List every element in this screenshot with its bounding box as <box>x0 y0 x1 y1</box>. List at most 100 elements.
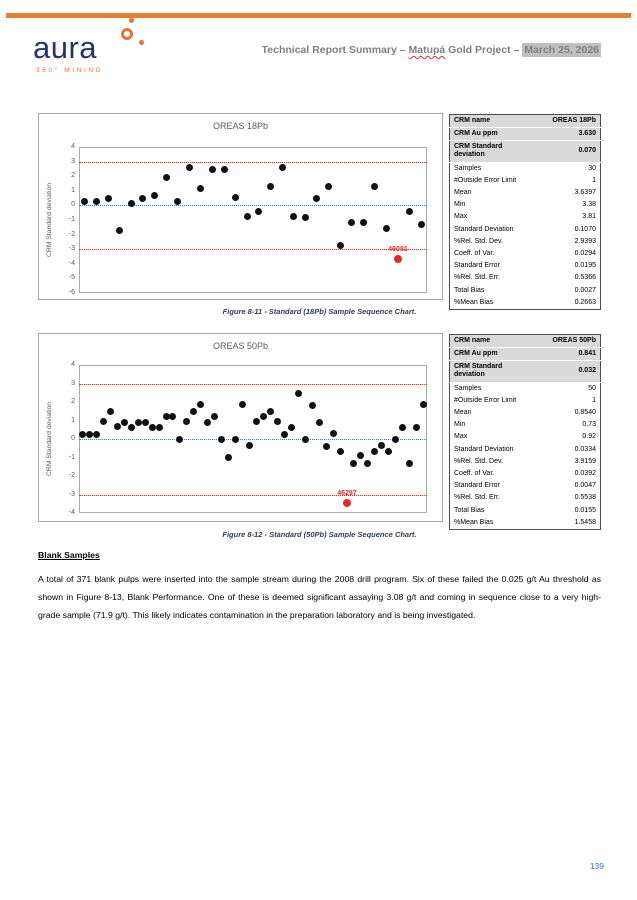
logo-tagline: 360° MINING <box>36 67 104 74</box>
stat-value: 0.0047 <box>574 482 596 490</box>
y-tick-label: 0 <box>71 201 75 209</box>
stat-value: 0.070 <box>525 140 601 163</box>
data-point <box>378 441 386 449</box>
stat-label: %Mean Bias <box>454 518 494 526</box>
data-point <box>162 413 170 421</box>
stat-label: Samples <box>454 384 482 392</box>
data-point <box>127 199 135 207</box>
stat-value: OREAS 18Pb <box>525 114 601 129</box>
stat-value: 0.0027 <box>574 286 596 294</box>
data-point <box>420 401 428 409</box>
data-point <box>204 418 212 426</box>
table-row: Standard Error 0.0195 <box>450 260 601 272</box>
body-paragraph: A total of 371 blank pulps were inserted… <box>38 574 601 620</box>
mean-control-line <box>79 439 427 440</box>
y-tick-label: 3 <box>71 379 75 387</box>
data-point <box>385 447 393 455</box>
data-point <box>92 430 100 438</box>
stat-label: %Rel. Std. Err. <box>454 274 500 282</box>
y-tick-label: -3 <box>68 490 75 498</box>
table-row: %Rel. Std. Err. 0.5538 <box>450 492 601 504</box>
stat-label: Standard Deviation <box>454 445 514 453</box>
data-point <box>287 424 295 432</box>
data-point <box>99 417 107 425</box>
data-point <box>417 220 425 228</box>
chart-title: OREAS 50Pb <box>212 341 269 351</box>
data-point <box>211 413 219 421</box>
y-tick-label: -2 <box>68 230 75 238</box>
data-point <box>413 424 421 432</box>
data-point <box>239 401 247 409</box>
data-point <box>278 163 286 171</box>
data-point <box>208 166 216 174</box>
table-row: Coeff. of Var. 0.0392 <box>450 468 601 480</box>
data-point <box>232 436 240 444</box>
y-tick-label: -1 <box>68 453 75 461</box>
stat-label: %Rel. Std. Err. <box>454 494 500 502</box>
table-row: Samples 50 <box>450 382 601 395</box>
table-row: Samples 30 <box>450 162 601 175</box>
stat-value: 0.5366 <box>574 274 596 282</box>
y-tick-label: 0 <box>71 435 75 442</box>
stat-label: Samples <box>454 164 482 172</box>
table-row: CRM Au ppm 0.841 <box>449 347 601 362</box>
table-row: Total Bias 0.0027 <box>450 284 601 296</box>
data-point <box>308 402 316 410</box>
stat-value: 50 <box>588 384 596 392</box>
figure-caption: Figure 8-12 - Standard (50Pb) Sample Seq… <box>222 530 417 539</box>
data-point <box>174 197 182 205</box>
data-point <box>183 417 191 425</box>
y-tick-label: 1 <box>71 186 75 194</box>
table-row: %Mean Bias 1.5458 <box>450 517 601 530</box>
data-point <box>81 197 89 205</box>
stat-value: 1.5458 <box>574 518 596 526</box>
data-point <box>169 413 177 421</box>
table-row: Mean 3.6397 <box>450 187 601 199</box>
data-point <box>406 459 414 467</box>
header-date-highlight: March 25, 2026 <box>522 43 601 57</box>
stat-value: 0.032 <box>525 360 601 383</box>
stat-value: 0.2663 <box>574 298 596 306</box>
data-point <box>155 424 163 432</box>
table-row: Max 3.81 <box>450 211 601 223</box>
data-point <box>322 442 330 450</box>
stat-value: 0.841 <box>525 347 601 362</box>
data-point <box>357 452 365 460</box>
data-point <box>301 214 309 222</box>
data-point <box>92 197 100 205</box>
table-row: CRM name OREAS 50Pb <box>449 334 601 349</box>
header-project-name: Matupá <box>408 44 446 56</box>
data-point <box>406 208 414 216</box>
document-header-title: Technical Report Summary – Matupá Gold P… <box>262 43 601 57</box>
y-tick-label: -6 <box>68 289 75 296</box>
y-tick-label: 1 <box>71 416 75 424</box>
data-point <box>127 424 135 432</box>
stat-value: OREAS 50Pb <box>525 334 601 349</box>
stat-label: CRM name <box>449 114 525 129</box>
table-row: CRM Au ppm 3.630 <box>449 127 601 142</box>
error-limit-line <box>79 383 427 385</box>
stat-value: 0.92 <box>582 433 596 441</box>
stat-label: Standard Deviation <box>454 225 514 233</box>
y-tick-label: 2 <box>71 398 75 405</box>
top-accent-bar <box>6 13 631 18</box>
data-point <box>116 226 124 234</box>
stat-label: Standard Error <box>454 262 500 270</box>
table-row: #Outside Error Limit 1 <box>450 175 601 187</box>
data-point <box>78 430 86 438</box>
stat-value: 0.8540 <box>574 409 596 417</box>
stat-value: 1 <box>592 396 596 404</box>
stat-label: %Rel. Std. Dev. <box>454 457 503 465</box>
data-point <box>399 424 407 432</box>
table-row: Min 3.38 <box>450 199 601 211</box>
error-limit-line <box>79 249 427 251</box>
data-point <box>255 208 263 216</box>
stat-value: 0.0294 <box>574 249 596 257</box>
table-row: Standard Deviation 0.0334 <box>450 444 601 456</box>
data-point <box>185 163 193 171</box>
stat-label: #Outside Error Limit <box>454 396 517 404</box>
y-axis-label: CRM Standard deviation <box>46 182 53 258</box>
stat-label: CRM name <box>449 334 525 349</box>
data-point <box>120 418 128 426</box>
data-point <box>359 218 367 226</box>
